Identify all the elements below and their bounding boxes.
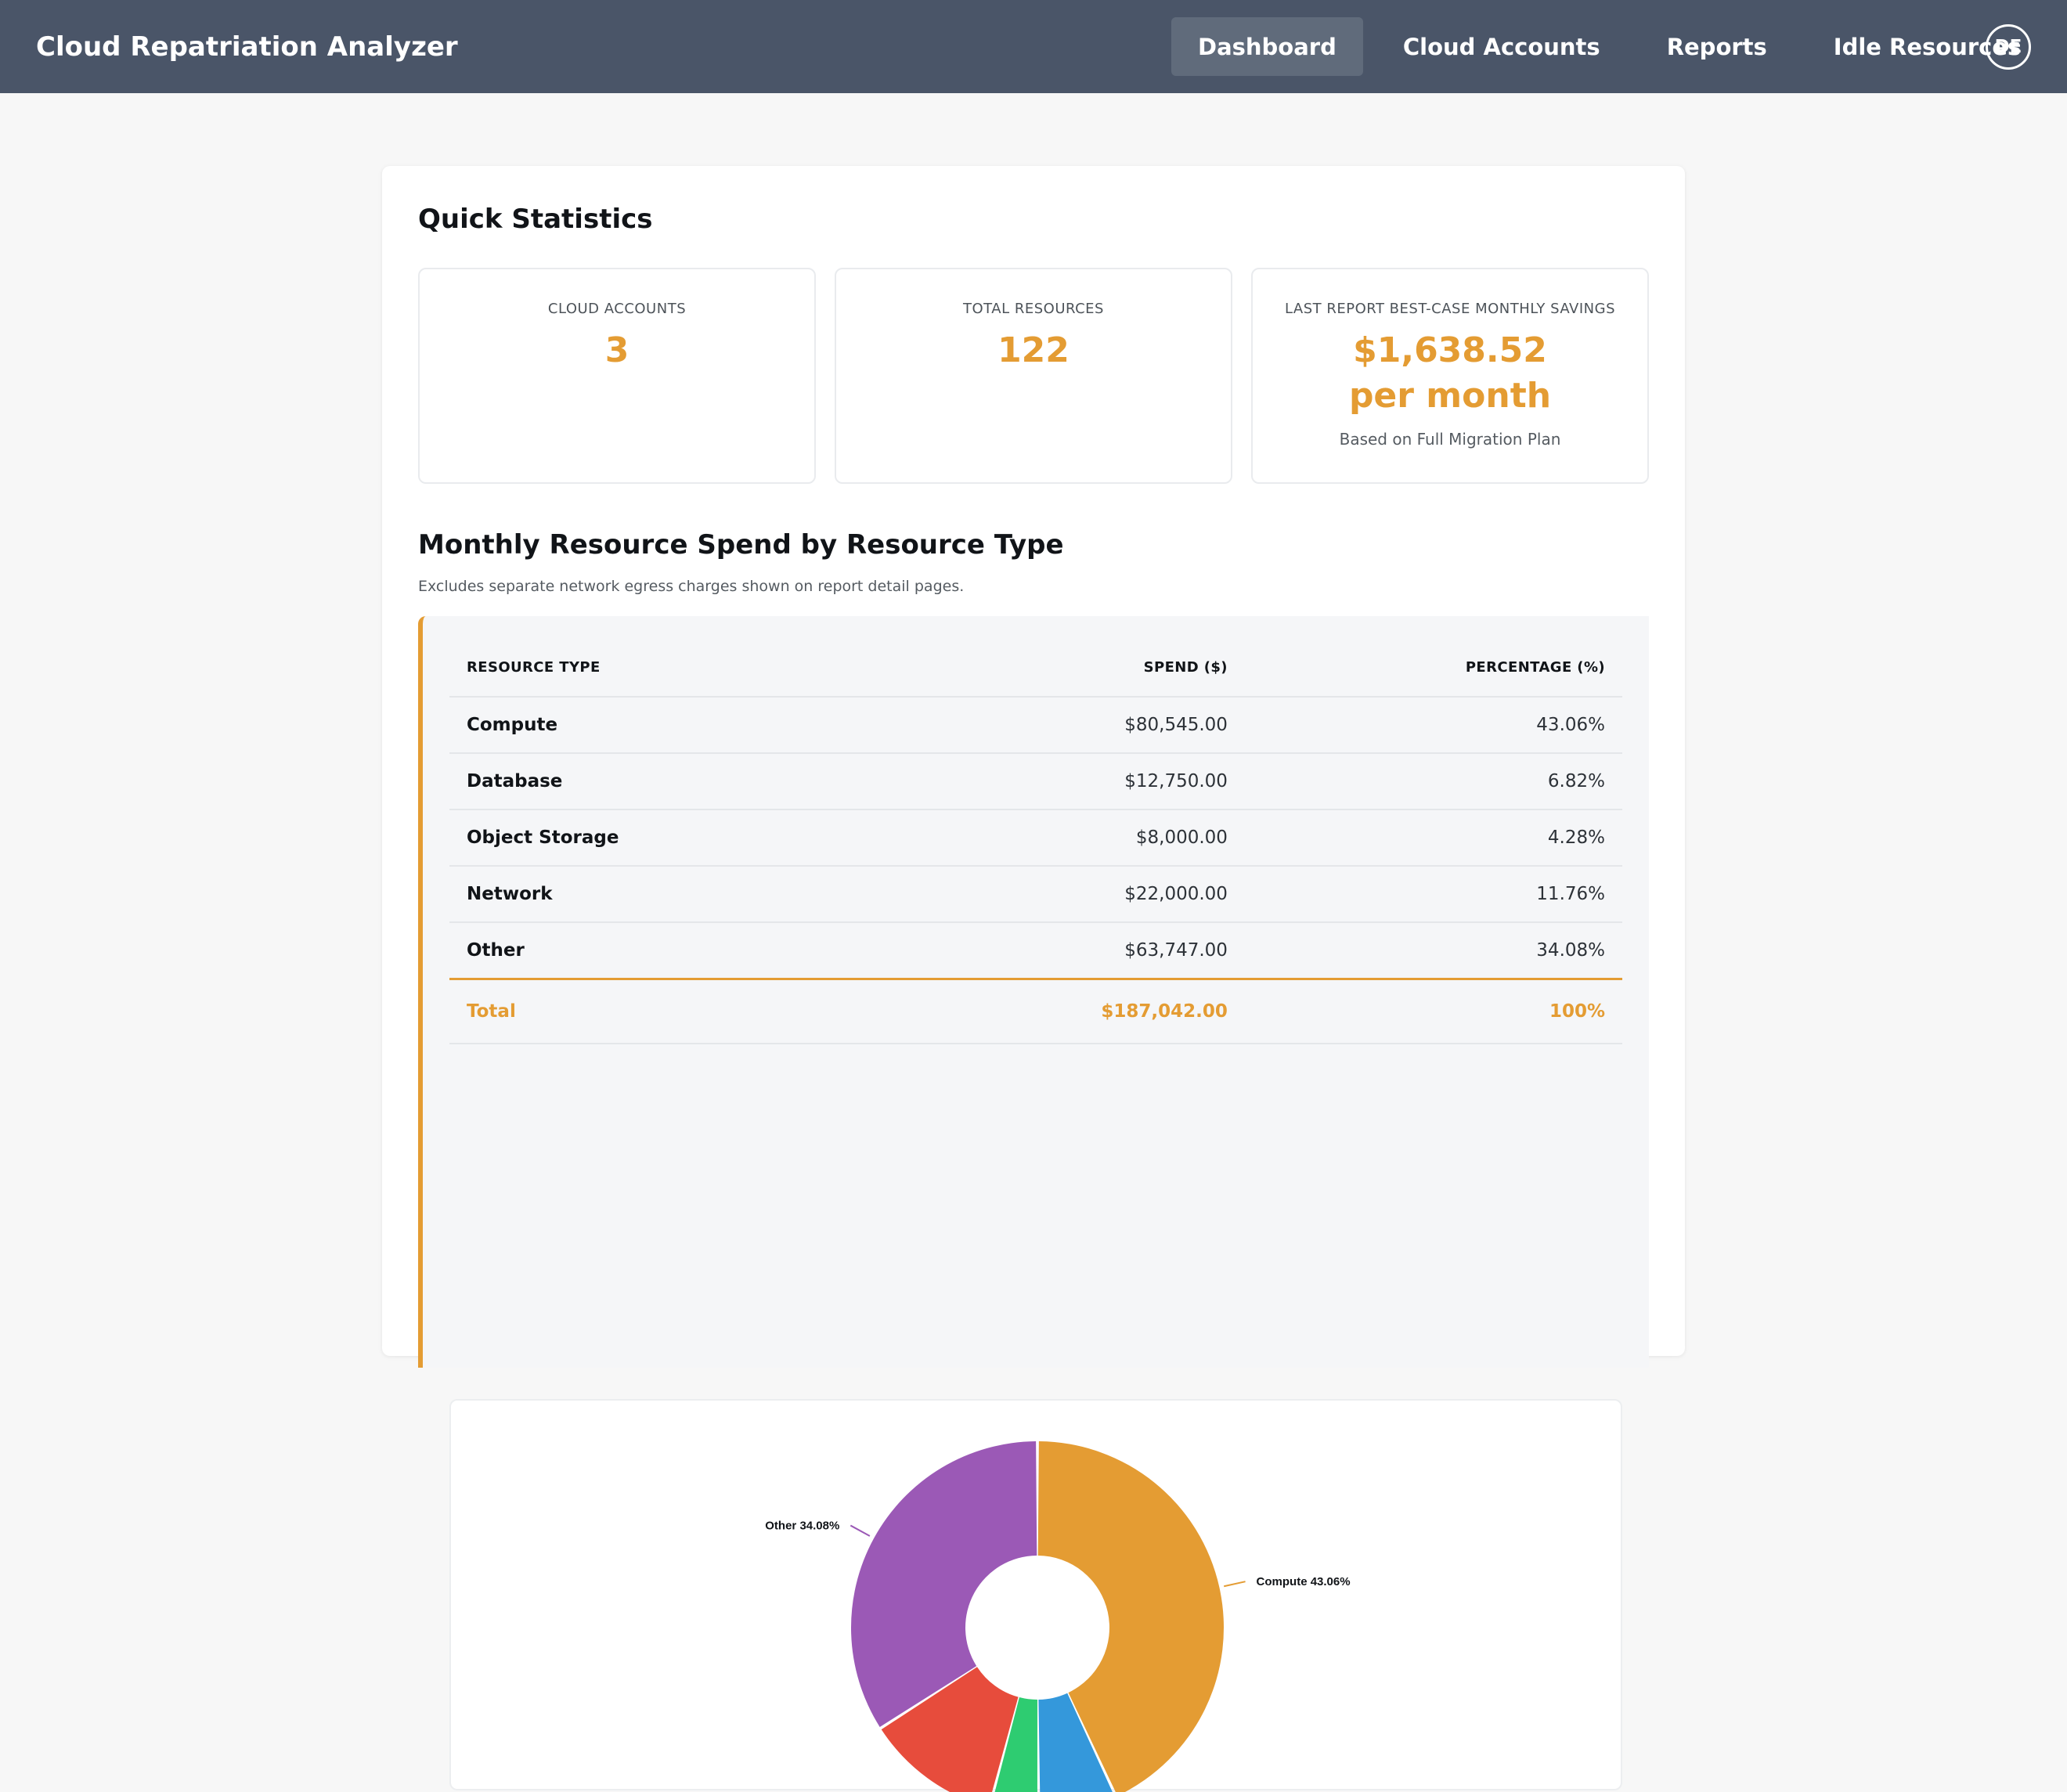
spend-subtitle: Excludes separate network egress charges… (418, 578, 965, 595)
stat-label: TOTAL RESOURCES (963, 301, 1104, 317)
table-row: Compute $80,545.00 43.06% (449, 697, 1622, 754)
spend-table-panel: RESOURCE TYPE SPEND ($) PERCENTAGE (%) C… (418, 616, 1649, 1792)
cell-spend: $12,750.00 (896, 753, 1245, 810)
label-leader-line (1224, 1581, 1246, 1588)
cell-type: Database (449, 753, 896, 810)
cell-spend: $22,000.00 (896, 866, 1245, 923)
app-title[interactable]: Cloud Repatriation Analyzer (36, 31, 458, 63)
nav-dashboard[interactable]: Dashboard (1171, 17, 1363, 76)
column-header-resource-type: RESOURCE TYPE (449, 638, 896, 698)
cell-type: Other (449, 922, 896, 979)
stat-card-cloud-accounts: CLOUD ACCOUNTS 3 (418, 268, 816, 484)
stat-card-total-resources: TOTAL RESOURCES 122 (835, 268, 1232, 484)
cell-spend: $63,747.00 (896, 922, 1245, 979)
label-leader-line (850, 1524, 871, 1537)
stat-card-monthly-savings: LAST REPORT BEST-CASE MONTHLY SAVINGS $1… (1251, 268, 1649, 484)
cell-pct: 34.08% (1244, 922, 1622, 979)
nav-cloud-accounts[interactable]: Cloud Accounts (1402, 33, 1600, 60)
cell-total-pct: 100% (1244, 977, 1622, 1044)
spend-table: RESOURCE TYPE SPEND ($) PERCENTAGE (%) C… (449, 638, 1622, 1044)
spend-chart-container: Compute 43.06% Other 34.08% (449, 1399, 1622, 1792)
cell-pct: 11.76% (1244, 866, 1622, 923)
stat-value: 3 (604, 330, 629, 370)
stat-label: CLOUD ACCOUNTS (547, 301, 687, 317)
cell-pct: 43.06% (1244, 697, 1622, 754)
cell-pct: 4.28% (1244, 809, 1622, 867)
cell-total-spend: $187,042.00 (896, 977, 1245, 1044)
cell-type: Network (449, 866, 896, 923)
quick-statistics-title: Quick Statistics (418, 204, 653, 235)
spend-donut-chart: Compute 43.06% Other 34.08% (765, 1441, 1351, 1792)
cell-pct: 6.82% (1244, 753, 1622, 810)
cell-type: Compute (449, 697, 896, 754)
table-row: Object Storage $8,000.00 4.28% (449, 809, 1622, 867)
savings-amount: $1,638.52 (1353, 330, 1547, 370)
cell-type: Object Storage (449, 809, 896, 867)
table-row: Network $22,000.00 11.76% (449, 866, 1622, 923)
stat-label: LAST REPORT BEST-CASE MONTHLY SAVINGS (1284, 301, 1616, 317)
stat-sub: Based on Full Migration Plan (1339, 430, 1561, 449)
donut-slice-other[interactable] (851, 1441, 1037, 1727)
nav-links: Dashboard Cloud Accounts Reports Idle Re… (1171, 17, 2061, 76)
slice-label-compute: Compute 43.06% (1257, 1575, 1351, 1588)
cell-spend: $80,545.00 (896, 697, 1245, 754)
nav-reports[interactable]: Reports (1666, 33, 1767, 60)
column-header-spend: SPEND ($) (896, 638, 1245, 698)
table-row: Database $12,750.00 6.82% (449, 753, 1622, 810)
user-avatar[interactable]: DE (1986, 24, 2031, 70)
cell-spend: $8,000.00 (896, 809, 1245, 867)
top-navbar: Cloud Repatriation Analyzer Dashboard Cl… (0, 0, 2067, 93)
stat-value: 122 (997, 330, 1070, 370)
stat-value: $1,638.52 per month (1253, 328, 1647, 419)
table-total-row: Total $187,042.00 100% (449, 977, 1622, 1044)
table-row: Other $63,747.00 34.08% (449, 922, 1622, 979)
column-header-percentage: PERCENTAGE (%) (1244, 638, 1622, 698)
table-header-row: RESOURCE TYPE SPEND ($) PERCENTAGE (%) (449, 638, 1622, 698)
savings-period: per month (1348, 376, 1552, 416)
slice-label-other: Other 34.08% (765, 1520, 839, 1533)
cell-total-label: Total (449, 977, 896, 1044)
dashboard-card: Quick Statistics CLOUD ACCOUNTS 3 TOTAL … (382, 166, 1685, 1792)
spend-section-title: Monthly Resource Spend by Resource Type (418, 529, 1064, 561)
